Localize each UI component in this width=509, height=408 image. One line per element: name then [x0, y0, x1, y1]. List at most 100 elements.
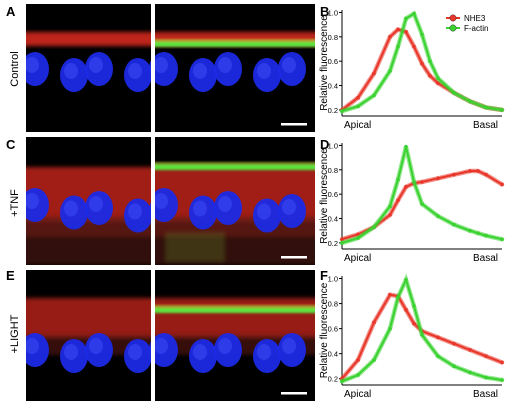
- y-tick-label: 1.0: [328, 275, 338, 284]
- data-point: [476, 231, 480, 235]
- data-point: [420, 333, 424, 337]
- data-point: [468, 228, 472, 233]
- data-point: [396, 44, 400, 49]
- data-point: [500, 108, 504, 112]
- micrograph-control-nhe3: [26, 4, 151, 132]
- micrograph-light-merge: [155, 270, 315, 401]
- data-point: [500, 237, 504, 242]
- data-point: [484, 375, 488, 380]
- data-point: [388, 204, 392, 209]
- data-point: [500, 360, 504, 365]
- data-point: [484, 105, 488, 110]
- y-tick-label: 0.4: [328, 82, 338, 91]
- legend-label-factin: F-actin: [464, 24, 488, 33]
- x-tick-label-apical: Apical: [344, 253, 371, 264]
- data-point: [404, 30, 408, 34]
- data-point: [436, 176, 440, 181]
- data-point: [340, 237, 344, 242]
- data-point: [396, 295, 400, 300]
- data-point: [356, 373, 360, 377]
- micrograph-control-merge: [155, 4, 315, 132]
- y-tick-label: 1.0: [328, 8, 338, 17]
- data-point: [412, 304, 416, 308]
- data-point: [500, 378, 504, 382]
- chart-f: 0.2 0.4 0.6 0.8 1.0 Relative fluorescence Apic…: [318, 268, 508, 403]
- row-label-light: +LIGHT: [9, 314, 21, 354]
- y-tick-label: 0.8: [328, 300, 338, 309]
- data-point: [436, 76, 440, 81]
- data-point: [404, 185, 408, 189]
- data-point: [340, 379, 344, 384]
- data-point: [404, 308, 408, 312]
- x-tick-label-basal: Basal: [473, 120, 498, 131]
- panel-letter-d: D: [320, 137, 330, 152]
- panel-letter-e: E: [6, 268, 15, 283]
- panel-letter-b: B: [320, 4, 330, 19]
- data-point: [356, 104, 360, 109]
- data-point: [420, 180, 424, 184]
- y-tick-label: 0.2: [328, 239, 338, 248]
- data-point: [372, 320, 376, 325]
- data-point: [468, 169, 472, 173]
- y-tick-label: 0.2: [328, 106, 338, 115]
- row-label-tnf: +TNF: [9, 189, 21, 217]
- data-point: [404, 277, 408, 282]
- panel-letter-f: F: [320, 268, 328, 283]
- chart-b: 0.2 0.4 0.6 0.8 1.0 Relative fluorescence Apic…: [318, 2, 508, 134]
- data-point: [436, 214, 440, 218]
- data-point: [372, 225, 376, 229]
- series-band-factin: [339, 273, 505, 384]
- data-point: [372, 358, 376, 362]
- data-point: [436, 354, 440, 358]
- micrograph-tnf-merge: [155, 137, 315, 265]
- y-axis-label: Relative fluorescence: [319, 282, 330, 378]
- data-point: [484, 172, 488, 177]
- data-point: [396, 27, 400, 32]
- y-tick-label: 1.0: [328, 141, 338, 150]
- data-point: [452, 222, 456, 227]
- y-tick-label: 0.6: [328, 57, 338, 66]
- x-tick-label-basal: Basal: [473, 389, 498, 400]
- x-tick-label-apical: Apical: [344, 389, 371, 400]
- data-point: [428, 73, 432, 78]
- chart-d: 0.2 0.4 0.6 0.8 1.0 Relative fluorescence Apic…: [318, 135, 508, 267]
- data-point: [404, 144, 408, 149]
- data-point: [388, 213, 392, 217]
- data-point: [468, 99, 472, 104]
- data-point: [484, 354, 488, 358]
- data-point: [396, 177, 400, 182]
- y-tick-label: 0.2: [328, 375, 338, 384]
- data-point: [396, 198, 400, 203]
- y-axis-label: Relative fluorescence: [319, 15, 330, 111]
- micrograph-tnf-nhe3: [26, 137, 151, 265]
- legend-label-nhe3: NHE3: [464, 14, 486, 23]
- data-point: [356, 95, 360, 100]
- y-tick-label: 0.8: [328, 166, 338, 175]
- data-point: [452, 364, 456, 369]
- data-point: [340, 109, 344, 113]
- data-point: [372, 71, 376, 76]
- panel-letter-c: C: [6, 137, 16, 152]
- y-tick-label: 0.6: [328, 325, 338, 334]
- data-point: [500, 182, 504, 187]
- data-point: [436, 335, 440, 340]
- data-point: [388, 326, 392, 331]
- data-point: [428, 59, 432, 63]
- data-point: [476, 169, 480, 173]
- data-point: [468, 370, 472, 375]
- legend-marker: [449, 14, 457, 22]
- x-tick-label-apical: Apical: [344, 120, 371, 131]
- data-point: [420, 61, 424, 66]
- data-point: [420, 202, 424, 206]
- y-tick-label: 0.4: [328, 350, 338, 359]
- panel-letter-a: A: [6, 4, 16, 19]
- data-point: [412, 180, 416, 184]
- data-point: [468, 348, 472, 352]
- series-line-factin: [341, 12, 503, 113]
- data-point: [340, 241, 344, 245]
- data-point: [356, 358, 360, 362]
- data-point: [452, 172, 456, 177]
- row-label-control: Control: [9, 51, 21, 87]
- micrograph-light-nhe3: [26, 270, 151, 401]
